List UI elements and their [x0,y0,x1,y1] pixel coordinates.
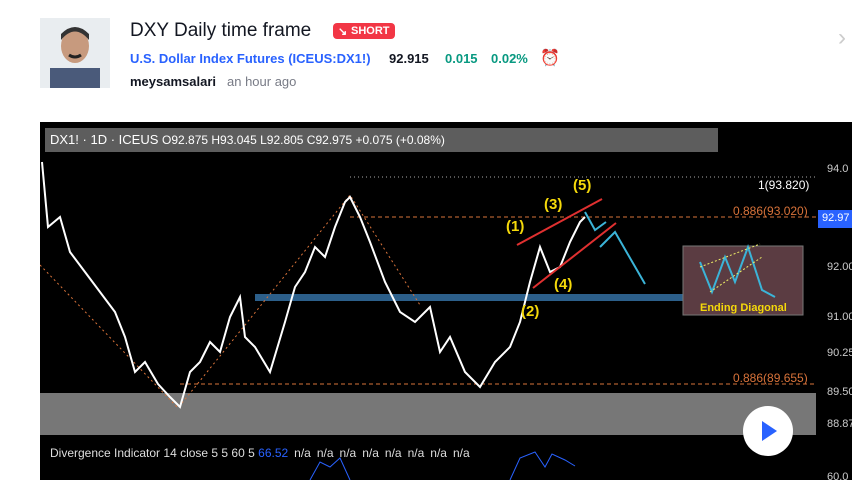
price-label: 91.00 [827,311,852,323]
wave-label: (1) [506,218,525,235]
idea-title: DXY Daily time frame [130,20,312,41]
level-label: 0.886(89.655) [733,371,808,385]
wave-label: (3) [544,196,563,213]
chart-legend: DX1! · 1D · ICEUS O92.875 H93.045 L92.80… [50,132,445,147]
price-label: 94.0 [827,163,849,175]
level-label: 1(93.820) [758,178,810,192]
price-label: 92.97 [822,212,850,224]
wave-label: (4) [554,276,573,293]
avatar[interactable] [40,18,110,88]
indicator-na: n/a [362,446,379,460]
indicator-others: n/a n/a n/a n/a n/a n/a n/a n/a [288,446,470,460]
indicator-value: 66.52 [258,446,289,460]
pattern-label: Ending Diagonal [700,302,787,314]
legend-interval: 1D [90,132,108,147]
next-arrow[interactable]: › [838,24,846,51]
price-label: 90.25 [827,347,852,359]
indicator-na: n/a [430,446,447,460]
indicator-na: n/a [316,446,334,460]
indicator-na: n/a [384,446,402,460]
level-label: 0.886(93.020) [733,204,808,218]
legend-symbol: DX1! [50,132,79,147]
chart [40,122,852,480]
author[interactable]: meysamsalari [130,74,217,89]
badge-text: SHORT [351,25,390,37]
legend-exchange: ICEUS [118,132,159,147]
wave-label: (5) [573,177,592,194]
symbol-name: U.S. Dollar Index Futures [130,51,285,66]
alert-icon[interactable]: ⏰ [540,50,560,67]
time: an hour ago [227,74,297,89]
price: 92.915 [389,51,429,66]
indicator-na: n/a [294,446,311,460]
change: 0.015 [445,51,478,66]
price-label: 88.87 [827,418,852,430]
legend-ohlc: O92.875 H93.045 L92.805 C92.975 +0.075 (… [162,133,445,147]
price-label: 60.0 [827,471,849,483]
indicator-line [309,451,576,480]
short-badge: ↘ SHORT [333,23,395,39]
wave-label: (2) [521,303,540,320]
indicator-na: n/a [339,446,357,460]
indicator-na: n/a [407,446,425,460]
indicator-name: Divergence Indicator 14 close 5 5 60 5 [50,446,255,460]
indicator-legend: Divergence Indicator 14 close 5 5 60 5 6… [50,446,470,460]
indicator-na: n/a [452,446,470,460]
change-pct: 0.02% [491,51,528,66]
symbol-link[interactable]: U.S. Dollar Index Futures (ICEUS:DX1!) [130,51,371,66]
price-label: 89.50 [827,386,852,398]
price-label: 92.00 [827,261,852,273]
ticker: (ICEUS:DX1!) [288,51,371,66]
